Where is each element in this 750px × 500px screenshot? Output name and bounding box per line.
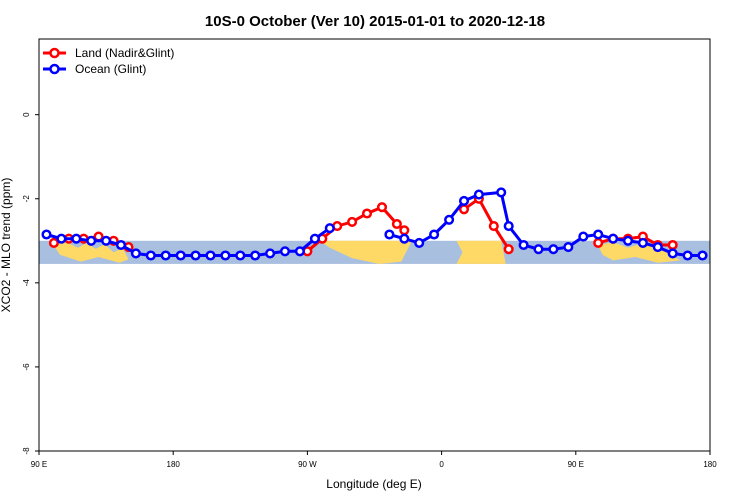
data-point	[86, 235, 97, 246]
data-point	[130, 248, 141, 259]
legend: Land (Nadir&Glint) Ocean (Glint)	[43, 46, 174, 76]
legend-land-marker	[49, 47, 60, 59]
data-point	[56, 233, 67, 244]
data-point	[145, 250, 156, 261]
y-tick-label: -6	[22, 363, 31, 371]
x-tick-label: 90 E	[568, 460, 584, 469]
x-tick-label: 180	[167, 460, 181, 469]
plot-frame	[38, 38, 711, 452]
data-point	[473, 189, 484, 200]
data-point	[376, 202, 388, 213]
data-point	[309, 233, 320, 244]
x-tick-label: 90 E	[31, 460, 47, 469]
data-point	[444, 214, 455, 225]
data-point	[496, 187, 507, 198]
x-tick-label: 180	[703, 460, 717, 469]
data-point	[682, 250, 693, 261]
data-point	[279, 246, 291, 257]
data-point	[190, 250, 201, 261]
data-point	[175, 250, 186, 261]
data-point	[205, 250, 216, 261]
data-point	[160, 250, 171, 261]
data-point	[488, 221, 499, 232]
data-point	[518, 239, 529, 251]
data-point	[115, 239, 127, 251]
data-point	[384, 229, 395, 240]
x-axis-label: Longitude (deg E)	[326, 477, 421, 491]
data-point	[548, 244, 559, 255]
data-point	[391, 218, 402, 230]
landmass-2	[456, 240, 506, 264]
data-point	[563, 242, 574, 253]
data-point	[324, 223, 335, 234]
data-point	[458, 195, 470, 206]
data-point	[637, 237, 648, 248]
data-point	[622, 235, 634, 246]
series-line	[388, 190, 703, 257]
y-tick-label: -2	[22, 195, 31, 203]
data-point	[294, 246, 305, 257]
landmass-0	[53, 242, 129, 263]
data-point	[101, 235, 112, 246]
data-point	[593, 237, 604, 248]
data-point	[503, 221, 514, 232]
data-point	[667, 248, 678, 259]
data-point	[593, 229, 604, 240]
data-point	[429, 229, 440, 240]
x-axis: 90 E 180 90 W 0 90 E 180	[31, 451, 717, 469]
data-point	[41, 229, 52, 240]
data-point	[533, 244, 544, 255]
data-point	[361, 208, 373, 219]
data-point	[265, 248, 276, 259]
data-point	[347, 216, 358, 227]
x-tick-label: 0	[439, 460, 444, 469]
data-point	[48, 237, 59, 248]
data-point	[220, 250, 231, 261]
data-point	[667, 239, 678, 251]
data-point	[71, 233, 82, 244]
y-tick-label: -4	[22, 279, 31, 287]
data-point	[578, 231, 589, 242]
data-point	[414, 237, 425, 248]
data-point	[399, 233, 410, 244]
data-point	[503, 244, 514, 255]
series-1	[41, 187, 708, 261]
series-layer	[41, 187, 708, 261]
series-line	[463, 196, 510, 251]
y-tick-label: 0	[22, 112, 31, 117]
data-point	[399, 225, 410, 236]
x-tick-label: 90 W	[298, 460, 317, 469]
y-tick-label: -8	[22, 447, 31, 455]
y-axis: 0 -2 -4 -6 -8	[22, 112, 39, 455]
y-axis-label: XCO2 - MLO trend (ppm)	[0, 178, 13, 313]
landmass-shapes	[53, 240, 681, 264]
landmass-1	[319, 240, 412, 264]
legend-land-label: Land (Nadir&Glint)	[75, 46, 174, 60]
chart-title: 10S-0 October (Ver 10) 2015-01-01 to 202…	[205, 13, 545, 30]
legend-ocean-marker	[49, 63, 60, 75]
data-point	[608, 233, 619, 244]
legend-ocean-label: Ocean (Glint)	[75, 62, 146, 76]
data-point	[235, 250, 246, 261]
data-point	[250, 250, 261, 261]
data-point	[652, 242, 663, 253]
landmass-3	[598, 242, 681, 263]
data-point	[697, 250, 708, 261]
